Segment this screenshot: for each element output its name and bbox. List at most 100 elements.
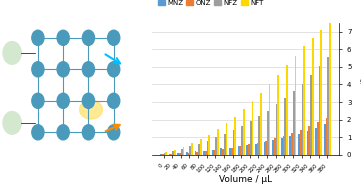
Bar <box>290 136 291 155</box>
Bar <box>300 130 301 155</box>
Circle shape <box>57 125 69 140</box>
Bar <box>162 154 164 155</box>
Bar <box>191 143 193 155</box>
Bar <box>308 126 310 155</box>
Circle shape <box>108 93 120 108</box>
Bar <box>179 153 181 155</box>
Circle shape <box>57 62 69 77</box>
Bar <box>250 121 252 155</box>
Bar <box>265 140 267 155</box>
Bar <box>188 153 190 155</box>
Bar <box>221 148 222 155</box>
Bar <box>248 144 250 155</box>
Bar <box>229 148 231 155</box>
Circle shape <box>3 112 21 134</box>
Bar <box>260 93 262 155</box>
Bar <box>239 146 241 155</box>
Legend: MNZ, ONZ, NFZ, NFT: MNZ, ONZ, NFZ, NFT <box>155 0 266 9</box>
Circle shape <box>82 125 95 140</box>
Bar <box>258 116 260 155</box>
Bar <box>208 135 210 155</box>
Circle shape <box>32 62 44 77</box>
Bar <box>324 124 326 155</box>
Bar <box>286 65 288 155</box>
Bar <box>215 137 217 155</box>
Bar <box>319 66 321 155</box>
Bar <box>169 154 170 155</box>
Y-axis label: $I_0/I-1$: $I_0/I-1$ <box>356 75 361 103</box>
Circle shape <box>82 93 95 108</box>
Circle shape <box>57 30 69 45</box>
Bar <box>174 150 176 155</box>
Bar <box>238 146 239 155</box>
Bar <box>267 111 269 155</box>
Bar <box>164 153 165 155</box>
Circle shape <box>108 62 120 77</box>
Bar <box>326 118 327 155</box>
Bar <box>327 57 329 155</box>
Bar <box>214 150 215 155</box>
Bar <box>281 138 283 155</box>
Bar <box>203 151 205 155</box>
Bar <box>252 101 253 155</box>
Bar <box>232 130 234 155</box>
Circle shape <box>32 30 44 45</box>
Bar <box>315 128 317 155</box>
Circle shape <box>57 93 69 108</box>
Bar <box>241 126 243 155</box>
Bar <box>195 151 196 155</box>
Bar <box>277 75 279 155</box>
Bar <box>310 75 312 155</box>
Bar <box>222 149 224 155</box>
Bar <box>226 123 227 155</box>
Bar <box>293 91 295 155</box>
Circle shape <box>3 42 21 64</box>
Bar <box>243 109 245 155</box>
Bar <box>183 146 184 155</box>
Bar <box>205 151 207 155</box>
Circle shape <box>82 62 95 77</box>
Bar <box>181 149 183 155</box>
Bar <box>264 142 265 155</box>
Bar <box>246 145 248 155</box>
Bar <box>160 154 162 155</box>
Circle shape <box>108 125 120 140</box>
Bar <box>190 146 191 155</box>
Bar <box>224 134 226 155</box>
Bar <box>200 139 201 155</box>
Ellipse shape <box>79 100 103 119</box>
Bar <box>291 133 293 155</box>
Bar <box>217 129 219 155</box>
Bar <box>165 152 167 155</box>
Bar <box>198 143 200 155</box>
Bar <box>172 151 174 155</box>
Bar <box>312 38 314 155</box>
Bar <box>231 148 232 155</box>
Bar <box>329 22 331 155</box>
Bar <box>207 140 208 155</box>
Circle shape <box>108 30 120 45</box>
Circle shape <box>82 30 95 45</box>
Bar <box>269 84 270 155</box>
X-axis label: Volume / μL: Volume / μL <box>219 175 272 184</box>
Bar <box>301 84 303 155</box>
Bar <box>170 154 172 155</box>
Bar <box>303 46 305 155</box>
Bar <box>255 143 257 155</box>
Circle shape <box>32 125 44 140</box>
Bar <box>276 104 277 155</box>
Bar <box>196 152 198 155</box>
Bar <box>307 131 308 155</box>
Bar <box>295 56 296 155</box>
Circle shape <box>32 93 44 108</box>
Bar <box>283 136 284 155</box>
Bar <box>321 30 322 155</box>
Bar <box>298 134 300 155</box>
Bar <box>257 143 258 155</box>
Bar <box>317 122 319 155</box>
Bar <box>272 140 274 155</box>
Bar <box>234 117 236 155</box>
Bar <box>274 138 276 155</box>
Bar <box>212 150 214 155</box>
Bar <box>186 152 188 155</box>
